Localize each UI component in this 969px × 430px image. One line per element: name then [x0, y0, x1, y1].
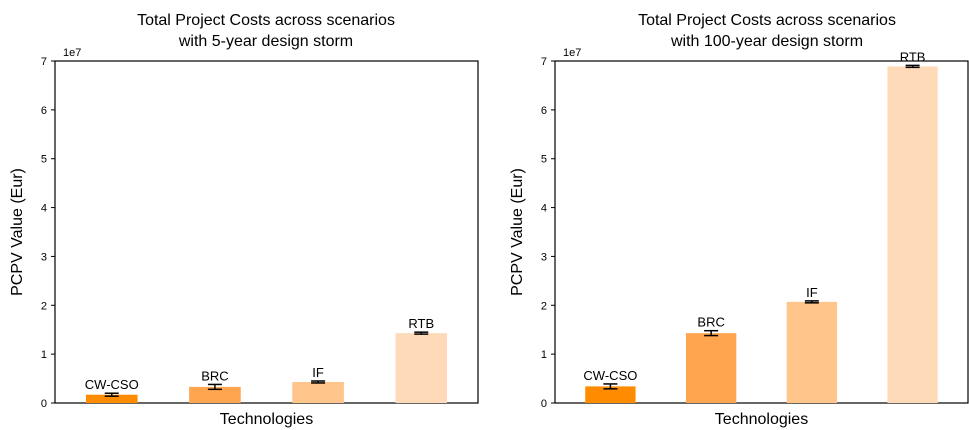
bar-rtb — [887, 66, 938, 404]
error-bar — [905, 64, 920, 69]
bar-cw-cso — [585, 386, 636, 403]
y-axis-label: PCPV Value (Eur) — [9, 168, 26, 296]
bar-label: BRC — [201, 368, 228, 383]
plot-area — [554, 60, 969, 404]
y-tick-label: 4 — [541, 203, 547, 215]
error-bar — [207, 383, 222, 391]
chart-panel-2: Total Project Costs across scenarios with… — [509, 12, 969, 428]
y-tick-label: 7 — [41, 56, 47, 68]
bar-brc — [685, 333, 737, 403]
bar-label: RTB — [900, 49, 926, 64]
bar-label: BRC — [697, 315, 724, 330]
chart-panel-1: Total Project Costs across scenarios with… — [9, 12, 479, 428]
y-tick-label: 4 — [41, 203, 47, 215]
bar-label: CW-CSO — [85, 377, 139, 392]
y-multiplier-label: 1e7 — [563, 47, 581, 59]
y-tick-label: 6 — [541, 105, 547, 117]
chart-title: Total Project Costs across scenarios with… — [137, 12, 395, 50]
chart-title: Total Project Costs across scenarios with… — [638, 12, 896, 50]
y-axis-label: PCPV Value (Eur) — [509, 168, 526, 296]
bar-label: RTB — [408, 316, 434, 331]
bar-label: IF — [806, 285, 818, 300]
error-bar — [804, 300, 819, 304]
y-tick-label: 0 — [541, 398, 547, 410]
bar-brc — [189, 386, 241, 403]
error-bar — [603, 383, 618, 390]
y-tick-label: 5 — [541, 154, 547, 166]
error-bar — [104, 392, 119, 397]
bar-cw-cso — [85, 394, 138, 403]
bar-label: CW-CSO — [583, 368, 637, 383]
y-multiplier-label: 1e7 — [63, 47, 81, 59]
y-tick-label: 6 — [41, 105, 47, 117]
y-tick-label: 1 — [541, 349, 547, 361]
bar-label: IF — [312, 365, 324, 380]
plot-area — [54, 60, 479, 404]
y-tick-label: 0 — [41, 398, 47, 410]
y-tick-label: 7 — [541, 56, 547, 68]
bar-if — [292, 381, 344, 403]
error-bar — [704, 329, 719, 337]
y-tick-label: 3 — [41, 251, 47, 263]
y-tick-label: 5 — [41, 154, 47, 166]
bar-rtb — [395, 333, 448, 403]
x-axis-label: Technologies — [715, 411, 808, 428]
y-tick-label: 2 — [41, 300, 47, 312]
x-axis-label: Technologies — [220, 411, 313, 428]
y-tick-label: 2 — [541, 300, 547, 312]
y-tick-label: 3 — [541, 251, 547, 263]
bar-if — [786, 301, 838, 403]
error-bar — [414, 331, 429, 335]
y-tick-label: 1 — [41, 349, 47, 361]
error-bar — [311, 380, 326, 384]
